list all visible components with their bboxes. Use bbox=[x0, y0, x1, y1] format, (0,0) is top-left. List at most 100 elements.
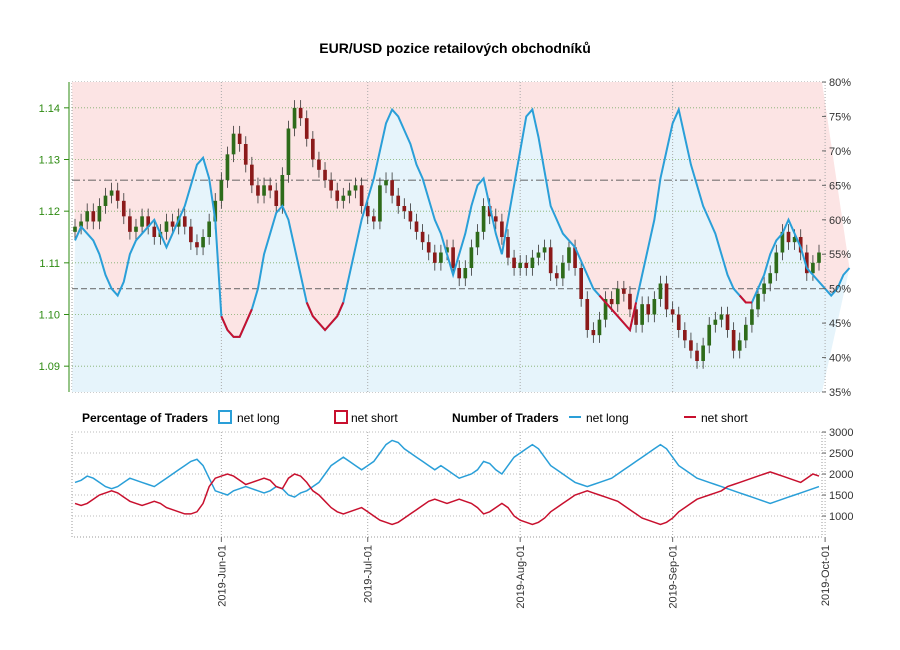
candle-body bbox=[567, 247, 571, 263]
candle-body bbox=[506, 237, 510, 258]
pct-tick-label: 60% bbox=[829, 215, 851, 227]
candle-body bbox=[103, 195, 108, 206]
candle-body bbox=[298, 107, 303, 119]
candle-body bbox=[719, 314, 724, 320]
candle-body bbox=[414, 221, 419, 232]
candle-body bbox=[262, 185, 266, 196]
candle-body bbox=[85, 211, 90, 222]
candle-body bbox=[500, 221, 504, 237]
pct-tick-label: 80% bbox=[829, 77, 851, 89]
candle-body bbox=[402, 206, 407, 212]
candle-body bbox=[219, 180, 224, 201]
candle-body bbox=[384, 180, 388, 186]
candle-body bbox=[170, 221, 175, 227]
pct-tick-label: 75% bbox=[829, 111, 851, 123]
candle-body bbox=[542, 247, 547, 253]
candle-body bbox=[445, 247, 449, 253]
candle-body bbox=[317, 159, 321, 170]
candle-body bbox=[664, 283, 669, 310]
candle-body bbox=[152, 226, 157, 237]
pct-tick-label: 70% bbox=[829, 146, 851, 158]
trader-count-panel: 1000 1500 2000 2500 3000 bbox=[71, 427, 853, 538]
net-long-pct-line bbox=[74, 106, 851, 338]
candle-body bbox=[670, 309, 675, 315]
candle-body bbox=[597, 319, 602, 336]
net-short-segment bbox=[598, 294, 638, 333]
price-tick-label: 1.11 bbox=[39, 258, 60, 270]
count-tick-label: 1000 bbox=[829, 511, 853, 523]
legend-count-long: net long bbox=[586, 411, 629, 425]
count-tick-label: 1500 bbox=[829, 490, 853, 502]
candle-body bbox=[73, 226, 77, 232]
candle-body bbox=[335, 190, 340, 201]
legend-percentage-heading: Percentage of Traders bbox=[82, 411, 208, 425]
main-panel: 1.09 1.10 1.11 1.12 1.13 1.14 35% 40% 45% 50% 55%… bbox=[39, 77, 851, 537]
candle-body bbox=[274, 190, 279, 206]
candle-body bbox=[579, 268, 583, 299]
candle-body bbox=[756, 293, 760, 310]
pct-tick-label: 50% bbox=[829, 284, 851, 296]
candle-body bbox=[786, 231, 791, 243]
pct-tick-label: 35% bbox=[829, 387, 851, 399]
candle-body bbox=[554, 273, 559, 279]
candle-body bbox=[750, 309, 754, 325]
candle-body bbox=[426, 242, 431, 253]
candle-body bbox=[121, 200, 126, 217]
candle-body bbox=[469, 247, 474, 268]
price-tick-label: 1.09 bbox=[39, 361, 60, 373]
count-tick-label: 3000 bbox=[829, 427, 853, 439]
candle-body bbox=[731, 330, 736, 351]
candle-body bbox=[353, 185, 358, 191]
candle-body bbox=[432, 252, 437, 263]
candle-body bbox=[371, 216, 376, 222]
date-tick-label: 2019-Oct-01 bbox=[820, 545, 832, 606]
candle-body bbox=[762, 283, 766, 294]
count-lines bbox=[74, 439, 820, 526]
candle-body bbox=[701, 345, 705, 361]
candle-body bbox=[207, 221, 211, 237]
candle-body bbox=[658, 283, 663, 299]
candle-body bbox=[451, 247, 455, 268]
candle-body bbox=[774, 252, 779, 274]
candle-body bbox=[609, 299, 614, 305]
pct-tick-label: 55% bbox=[829, 249, 851, 261]
count-tick-label: 2000 bbox=[829, 469, 853, 481]
date-tick-label: 2019-Jul-01 bbox=[363, 545, 375, 603]
candle-body bbox=[195, 242, 199, 248]
candle-body bbox=[378, 185, 382, 222]
candle-body bbox=[97, 206, 102, 222]
candle-body bbox=[390, 180, 394, 196]
candle-body bbox=[189, 226, 193, 243]
candle-body bbox=[591, 330, 596, 336]
count-long-line bbox=[74, 439, 820, 505]
candle-body bbox=[493, 216, 498, 222]
candle-body bbox=[518, 262, 523, 268]
candle-body bbox=[292, 107, 297, 129]
candle-body bbox=[487, 206, 492, 217]
candle-body bbox=[286, 128, 291, 175]
candle-body bbox=[530, 257, 535, 268]
candle-body bbox=[201, 237, 205, 248]
candle-body bbox=[811, 262, 815, 274]
candle-body bbox=[280, 175, 285, 206]
legend-net-long-swatch bbox=[218, 410, 232, 424]
candle-body bbox=[134, 226, 138, 232]
legend-net-short: net short bbox=[351, 411, 398, 425]
legend-net-long: net long bbox=[237, 411, 280, 425]
candle-body bbox=[622, 288, 626, 294]
candle-body bbox=[695, 350, 699, 361]
candle-body bbox=[329, 180, 333, 191]
candle-body bbox=[225, 154, 230, 181]
candle-body bbox=[347, 190, 352, 196]
legend-number-heading: Number of Traders bbox=[452, 411, 559, 425]
candle-body bbox=[359, 185, 364, 206]
candle-body bbox=[439, 252, 443, 263]
candle-body bbox=[365, 206, 370, 217]
price-tick-label: 1.13 bbox=[39, 155, 60, 167]
candle-body bbox=[128, 216, 132, 232]
candle-body bbox=[561, 262, 565, 279]
date-axis: 2019-Jun-01 2019-Jul-01 2019-Aug-01 2019-Se… bbox=[216, 537, 832, 609]
candle-body bbox=[683, 330, 687, 341]
candle-body bbox=[676, 314, 681, 330]
